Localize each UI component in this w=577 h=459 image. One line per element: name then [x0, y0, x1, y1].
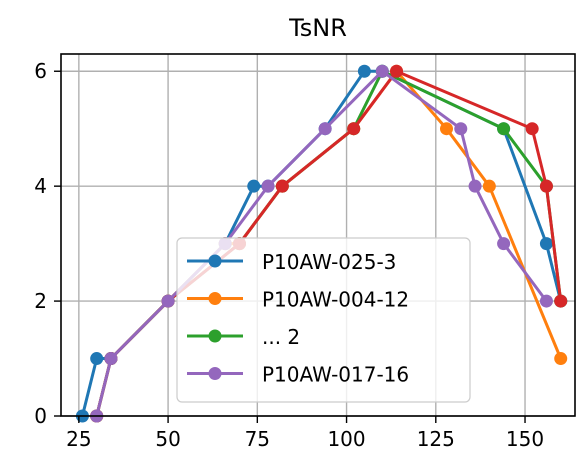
- legend-label: P10AW-004-12: [262, 288, 409, 312]
- legend: P10AW-025-3 P10AW-004-12 ... 2 P10AW-017-16: [176, 237, 471, 403]
- y-axis-ticks: 0 2 4 6: [34, 59, 61, 428]
- legend-swatch-marker: [208, 329, 222, 343]
- x-tick-label: 25: [66, 427, 91, 451]
- data-point: [497, 237, 511, 251]
- data-point: [275, 179, 289, 193]
- legend-item: P10AW-004-12: [187, 288, 409, 312]
- x-tick-label: 150: [506, 427, 544, 451]
- data-point: [390, 64, 404, 78]
- x-tick-label: 50: [155, 427, 180, 451]
- data-point: [440, 122, 453, 136]
- legend-item: P10AW-025-3: [187, 250, 396, 274]
- x-tick-label: 125: [417, 427, 455, 451]
- legend-item: ... 2: [187, 325, 300, 349]
- data-point: [261, 179, 275, 193]
- data-point: [539, 294, 553, 308]
- data-point: [161, 294, 175, 308]
- legend-box: [176, 237, 471, 403]
- y-tick-label: 6: [34, 59, 47, 83]
- legend-swatch-marker: [208, 292, 222, 305]
- data-point: [539, 237, 553, 251]
- legend-label: P10AW-017-16: [262, 363, 409, 387]
- data-point: [247, 179, 261, 193]
- plot-frame: [60, 53, 576, 417]
- data-point: [357, 64, 371, 78]
- data-point: [318, 122, 332, 136]
- data-point: [454, 122, 468, 136]
- data-point: [468, 179, 482, 193]
- legend-item: P10AW-017-16: [187, 363, 409, 387]
- data-point: [347, 122, 361, 136]
- x-tick-label: 100: [327, 427, 365, 451]
- data-point: [497, 122, 511, 136]
- y-tick-label: 0: [34, 404, 47, 428]
- series-layer: [75, 64, 568, 423]
- data-point: [104, 352, 118, 366]
- data-point: [525, 122, 539, 136]
- chart-title: TsNR: [288, 14, 347, 42]
- x-tick-label: 75: [245, 427, 270, 451]
- data-point: [554, 294, 568, 308]
- series-5: [90, 64, 553, 423]
- legend-label: P10AW-025-3: [262, 250, 396, 274]
- data-point: [554, 352, 568, 366]
- data-point: [539, 179, 553, 193]
- legend-swatch-marker: [208, 254, 222, 268]
- data-point: [482, 179, 496, 193]
- data-point: [90, 352, 104, 366]
- x-axis-ticks: 25 50 75 100 125 150: [66, 416, 544, 451]
- y-tick-label: 4: [34, 174, 47, 198]
- y-tick-label: 2: [34, 289, 47, 313]
- data-point: [375, 64, 389, 78]
- legend-swatch-marker: [208, 367, 222, 380]
- legend-label: ... 2: [262, 325, 300, 349]
